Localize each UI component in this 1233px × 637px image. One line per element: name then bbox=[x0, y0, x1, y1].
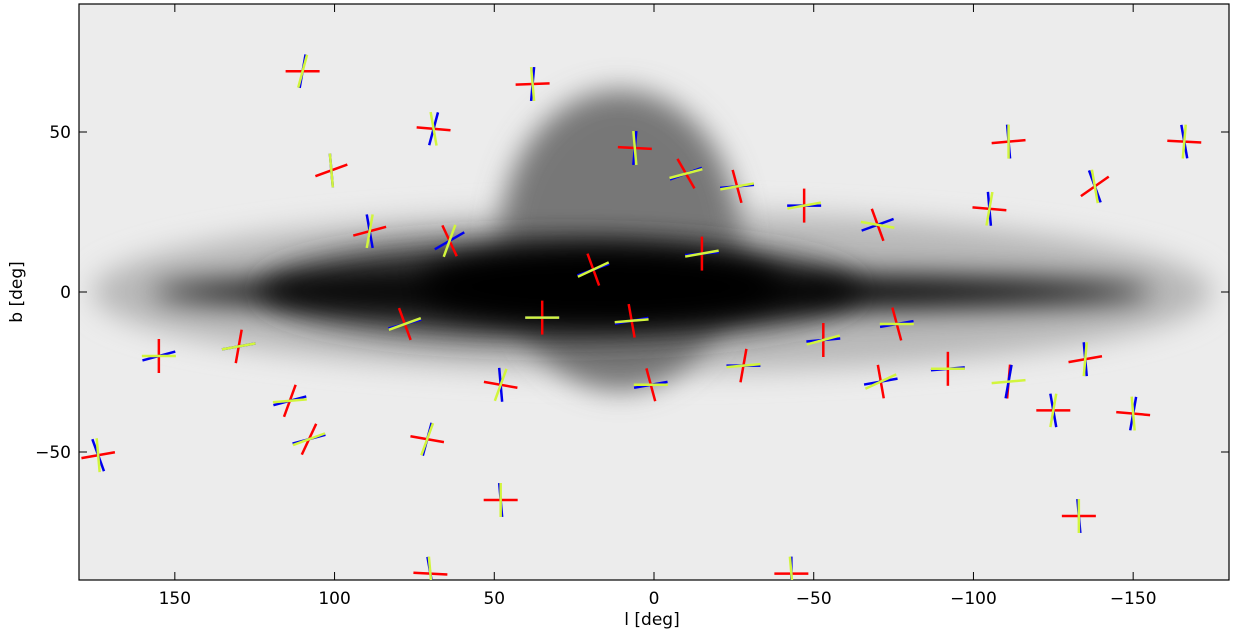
x-tick-label: −50 bbox=[796, 589, 832, 609]
x-tick-label: −100 bbox=[950, 589, 997, 609]
y-axis-label: b [deg] bbox=[7, 261, 27, 323]
chart: l [deg] b [deg] 150 100 50 0 −50 −100 −150 −50 0… bbox=[0, 0, 1233, 633]
page: {"chart_data": {"type": "vectors", "x_la… bbox=[0, 0, 1233, 637]
x-tick-label: 0 bbox=[649, 589, 660, 609]
x-tick-label: −150 bbox=[1110, 589, 1157, 609]
x-axis-label: l [deg] bbox=[624, 610, 679, 630]
y-tick-label: 0 bbox=[60, 283, 71, 303]
x-tick-label: 50 bbox=[483, 589, 505, 609]
y-tick-label: −50 bbox=[35, 443, 71, 463]
y-tick-label: 50 bbox=[49, 123, 71, 143]
sky-map bbox=[79, 4, 1229, 580]
x-tick-label: 150 bbox=[159, 589, 191, 609]
x-tick-label: 100 bbox=[318, 589, 350, 609]
